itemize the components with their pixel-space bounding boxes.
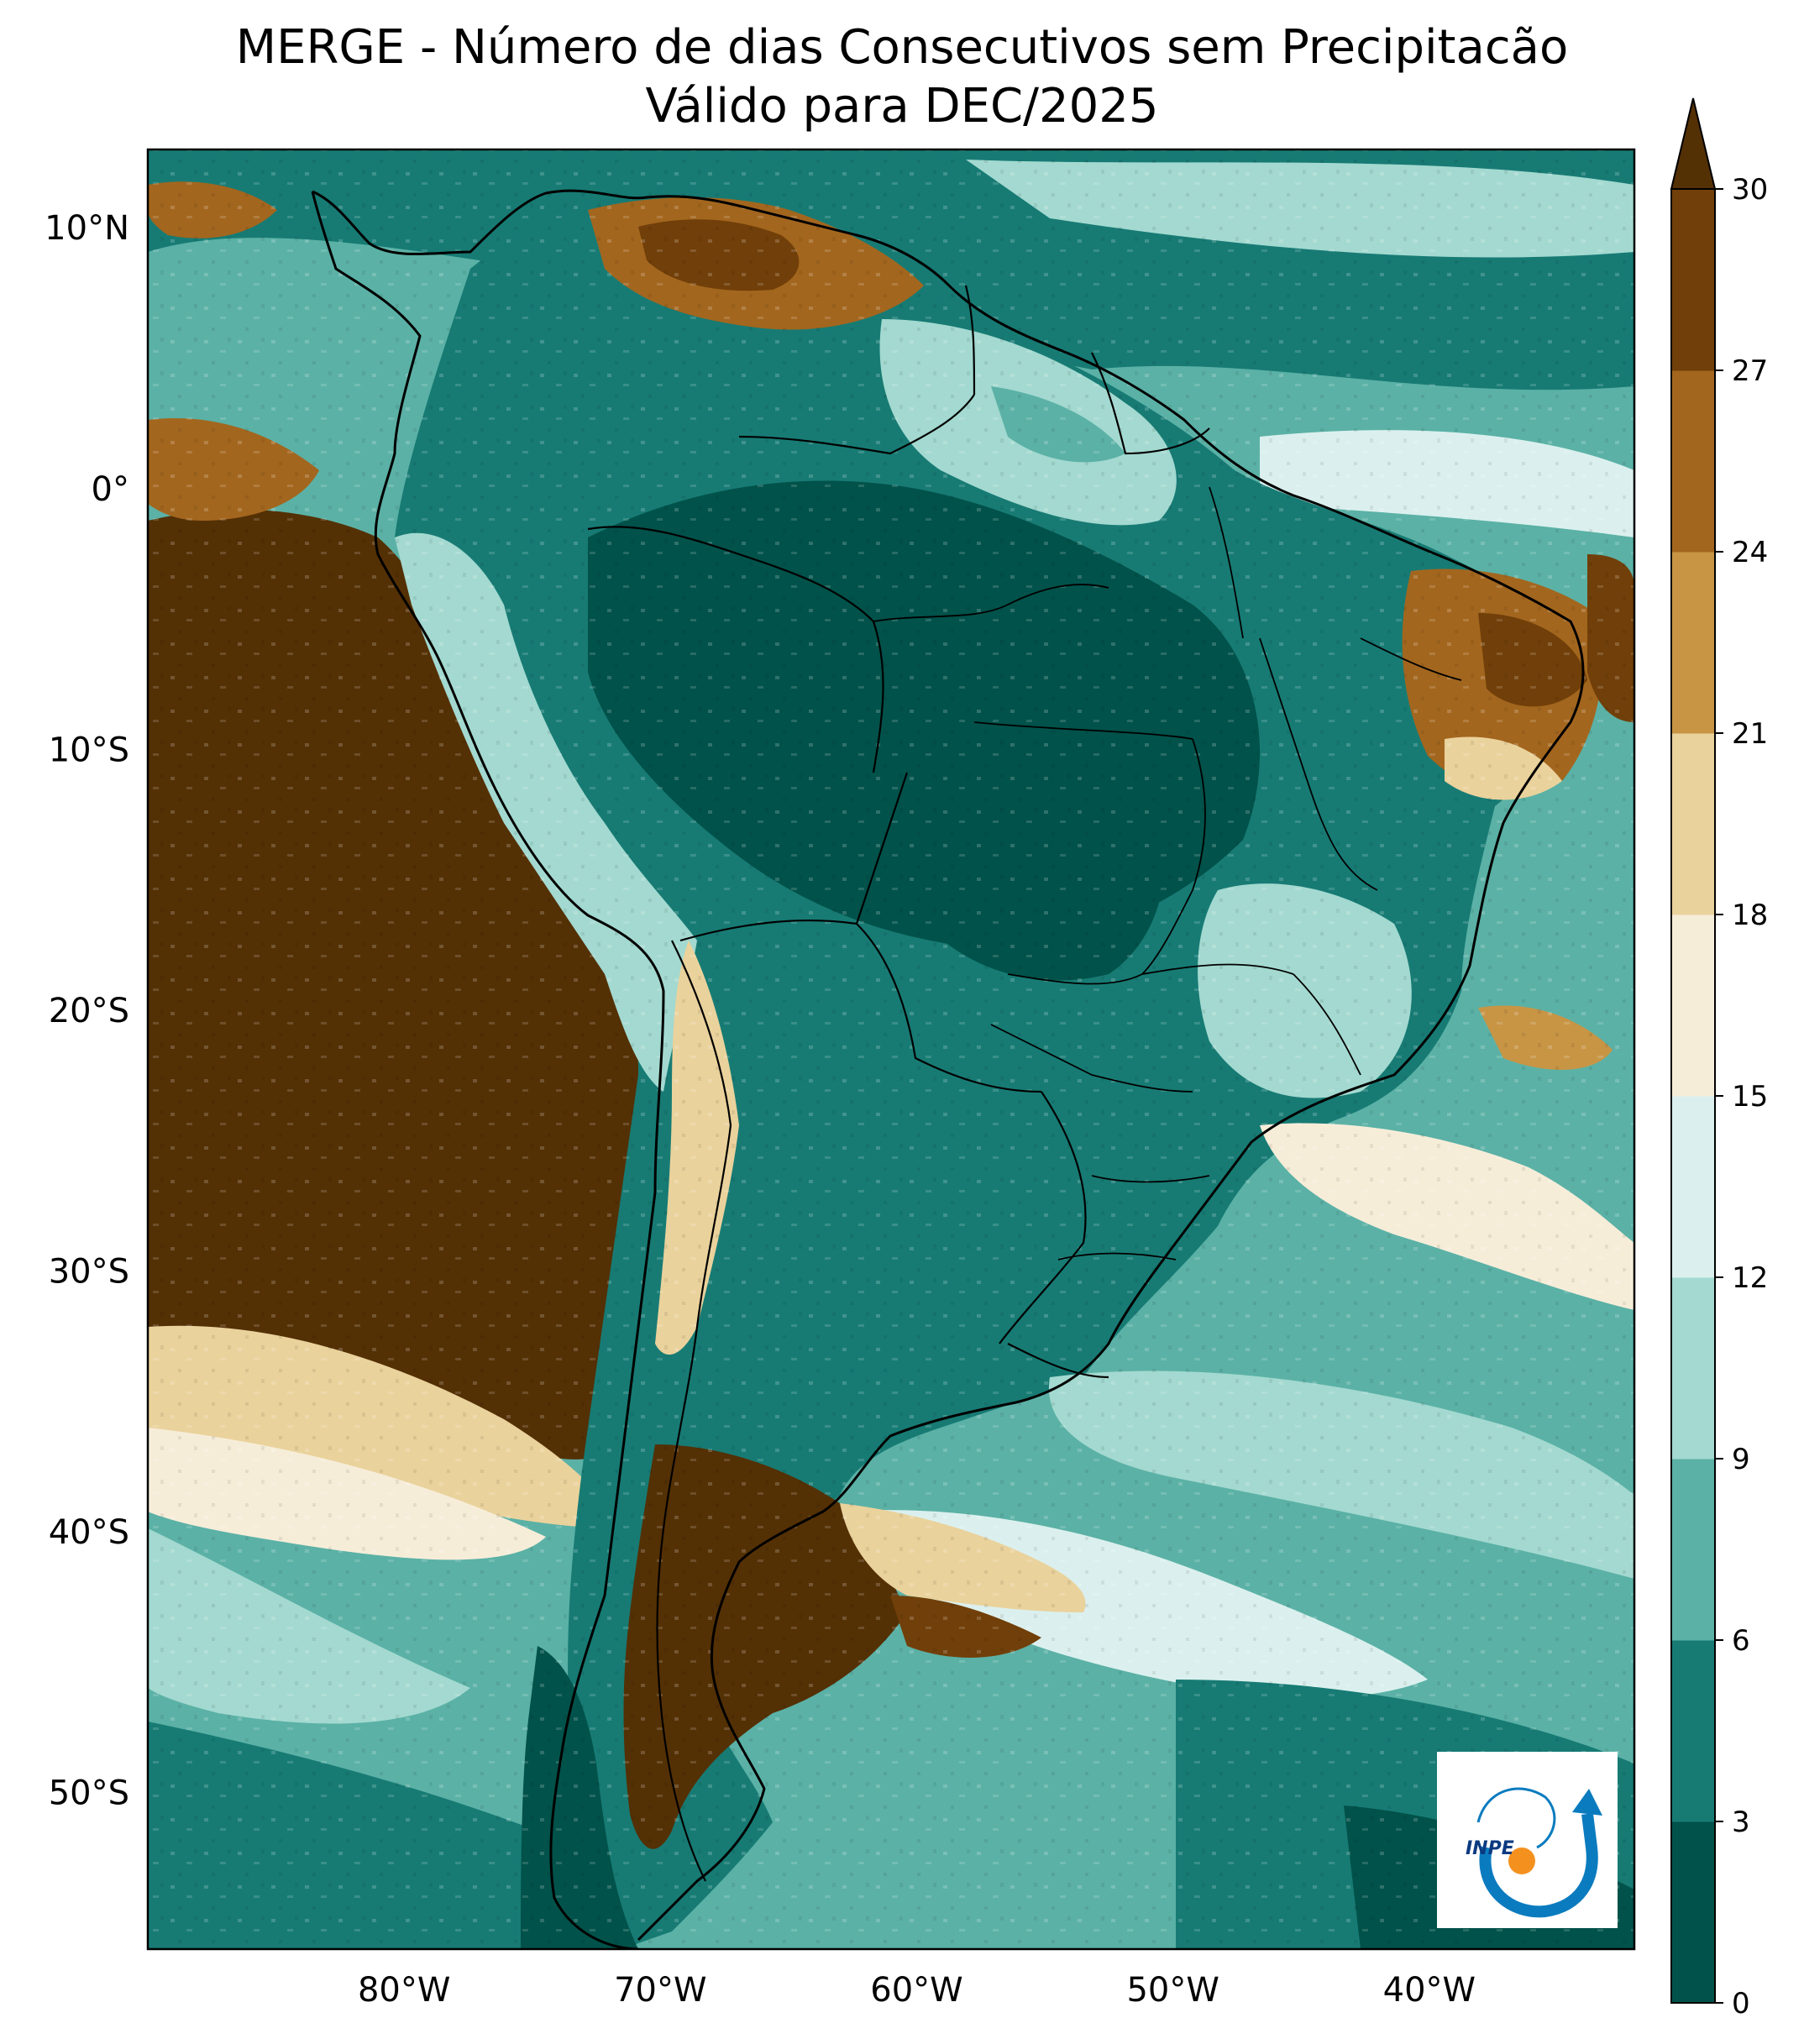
colorbar-segment	[1671, 1640, 1715, 1822]
state-borders	[873, 486, 1462, 1260]
lat-tick-label: 20°S	[49, 992, 129, 1030]
figure-title: MERGE - Número de dias Consecutivos sem …	[0, 18, 1804, 136]
colorbar-tick-label: 27	[1732, 354, 1768, 388]
colorbar-tick-label: 9	[1732, 1443, 1750, 1476]
longitude-ticks: 80°W 70°W 60°W 50°W 40°W	[358, 1971, 1476, 2010]
colorbar-tick-label: 15	[1732, 1080, 1768, 1114]
colorbar-segment	[1671, 915, 1715, 1097]
colorbar-tick-label: 18	[1732, 899, 1768, 932]
lon-tick-label: 40°W	[1383, 1971, 1476, 2010]
colorbar-segment	[1671, 189, 1715, 371]
latitude-ticks: 10°N 0° 10°S 20°S 30°S 40°S 50°S	[45, 209, 129, 1812]
inpe-logo-icon	[1479, 1813, 1598, 1918]
lat-tick-label: 0°	[92, 470, 129, 509]
colorbar-tick-label: 21	[1732, 717, 1768, 751]
lon-tick-label: 50°W	[1126, 1971, 1219, 2010]
title-line-2: Válido para DEC/2025	[645, 79, 1159, 134]
country-borders	[587, 285, 1210, 1882]
lat-tick-label: 10°N	[45, 209, 129, 248]
colorbar-tick-label: 30	[1732, 173, 1768, 207]
precipitation-map: INPE	[148, 149, 1634, 1949]
map-frame	[146, 148, 1636, 1951]
lon-tick-label: 60°W	[870, 1971, 962, 2010]
lon-tick-label: 70°W	[614, 1971, 706, 2010]
colorbar-extend-arrow	[1670, 97, 1717, 190]
lat-tick-label: 40°S	[49, 1513, 129, 1552]
colorbar-tick-label: 3	[1732, 1806, 1750, 1839]
map-texture	[148, 149, 1634, 1949]
colorbar-tick-label: 24	[1732, 536, 1768, 569]
lon-tick-label: 80°W	[358, 1971, 450, 2010]
coastlines	[311, 189, 1585, 1949]
colorbar-segment	[1671, 1459, 1715, 1641]
title-line-1: MERGE - Número de dias Consecutivos sem …	[235, 20, 1569, 75]
colorbar-segment	[1671, 733, 1715, 915]
lat-tick-label: 50°S	[49, 1774, 129, 1813]
inpe-logo: INPE	[1437, 1752, 1618, 1928]
colorbar-segment	[1671, 552, 1715, 734]
lat-tick-label: 10°S	[49, 731, 129, 769]
colorbar: 0 3 6 9 12 15 18 21 24 27 30	[1670, 97, 1768, 2020]
colorbar-segment	[1671, 1096, 1715, 1278]
colorbar-segment	[1671, 1821, 1715, 2004]
colorbar-segment	[1671, 370, 1715, 553]
inpe-logo-text: INPE	[1466, 1838, 1514, 1859]
colorbar-tick-label: 12	[1732, 1261, 1768, 1295]
colorbar-tick-label: 6	[1732, 1624, 1750, 1658]
colorbar-segment	[1671, 1277, 1715, 1460]
lat-tick-label: 30°S	[49, 1252, 129, 1291]
colorbar-tick-label: 0	[1732, 1987, 1750, 2020]
